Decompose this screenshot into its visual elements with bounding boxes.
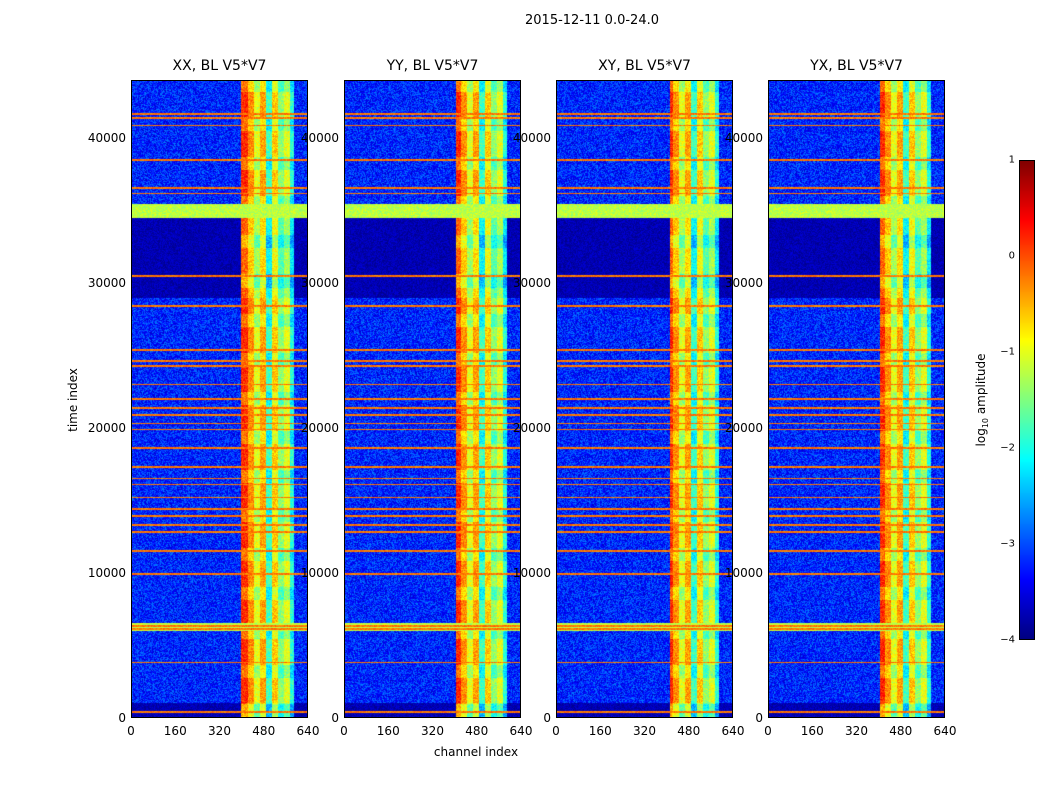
y-tick-label: 0 <box>543 711 551 725</box>
x-tick-label: 480 <box>677 724 701 738</box>
x-tick-label: 160 <box>163 724 187 738</box>
y-tick-label: 40000 <box>87 131 126 145</box>
x-tick-label: 0 <box>340 724 348 738</box>
y-tick-label: 0 <box>755 711 763 725</box>
x-tick-label: 640 <box>509 724 533 738</box>
panel-title-0: XX, BL V5*V7 <box>172 58 267 74</box>
heatmap-panel-2 <box>556 80 733 718</box>
x-axis-label: channel index <box>433 745 519 759</box>
x-tick-label: 640 <box>933 724 957 738</box>
heatmap-panel-1 <box>344 80 521 718</box>
y-tick-label: 10000 <box>87 566 126 580</box>
x-tick-label: 160 <box>588 724 612 738</box>
y-axis-label: time index <box>66 368 80 432</box>
x-tick-label: 640 <box>296 724 320 738</box>
colorbar-tick-label: −3 <box>1000 538 1015 550</box>
y-tick-label: 10000 <box>724 566 763 580</box>
x-tick-label: 0 <box>764 724 772 738</box>
panel-title-2: XY, BL V5*V7 <box>598 58 691 74</box>
colorbar-label: log10 amplitude <box>974 354 990 447</box>
x-tick-label: 160 <box>800 724 824 738</box>
figure-suptitle: 2015-12-11 0.0-24.0 <box>525 13 659 28</box>
y-tick-label: 0 <box>331 711 339 725</box>
heatmap-panel-0 <box>131 80 308 718</box>
y-tick-label: 30000 <box>87 276 126 290</box>
y-tick-label: 10000 <box>300 566 339 580</box>
x-tick-label: 480 <box>252 724 276 738</box>
x-tick-label: 480 <box>889 724 913 738</box>
y-tick-label: 20000 <box>512 421 551 435</box>
x-tick-label: 0 <box>127 724 135 738</box>
colorbar-tick-label: −1 <box>1000 346 1015 358</box>
x-tick-label: 640 <box>721 724 745 738</box>
colorbar-tick-label: −2 <box>1000 442 1015 454</box>
y-tick-label: 40000 <box>512 131 551 145</box>
x-tick-label: 0 <box>552 724 560 738</box>
y-tick-label: 0 <box>118 711 126 725</box>
y-tick-label: 40000 <box>724 131 763 145</box>
colorbar-tick-label: 0 <box>1008 250 1015 262</box>
x-tick-label: 480 <box>465 724 489 738</box>
x-tick-label: 320 <box>421 724 444 738</box>
y-tick-label: 10000 <box>512 566 551 580</box>
colorbar-label-sub: 10 <box>981 417 991 429</box>
y-tick-label: 20000 <box>300 421 339 435</box>
panel-title-3: YX, BL V5*V7 <box>810 58 903 74</box>
y-tick-label: 20000 <box>724 421 763 435</box>
panel-title-1: YY, BL V5*V7 <box>386 58 479 74</box>
colorbar-tick-label: 1 <box>1008 154 1015 166</box>
x-tick-label: 320 <box>633 724 656 738</box>
y-tick-label: 20000 <box>87 421 126 435</box>
x-tick-label: 320 <box>845 724 868 738</box>
colorbar-label-log: log <box>973 428 988 447</box>
y-tick-label: 30000 <box>724 276 763 290</box>
x-tick-label: 320 <box>208 724 231 738</box>
y-tick-label: 30000 <box>300 276 339 290</box>
heatmap-panel-3 <box>768 80 945 718</box>
y-tick-label: 30000 <box>512 276 551 290</box>
x-tick-label: 160 <box>376 724 400 738</box>
colorbar-label-rest: amplitude <box>973 353 988 418</box>
y-tick-label: 40000 <box>300 131 339 145</box>
colorbar <box>1019 160 1035 640</box>
colorbar-tick-label: −4 <box>1000 634 1015 646</box>
